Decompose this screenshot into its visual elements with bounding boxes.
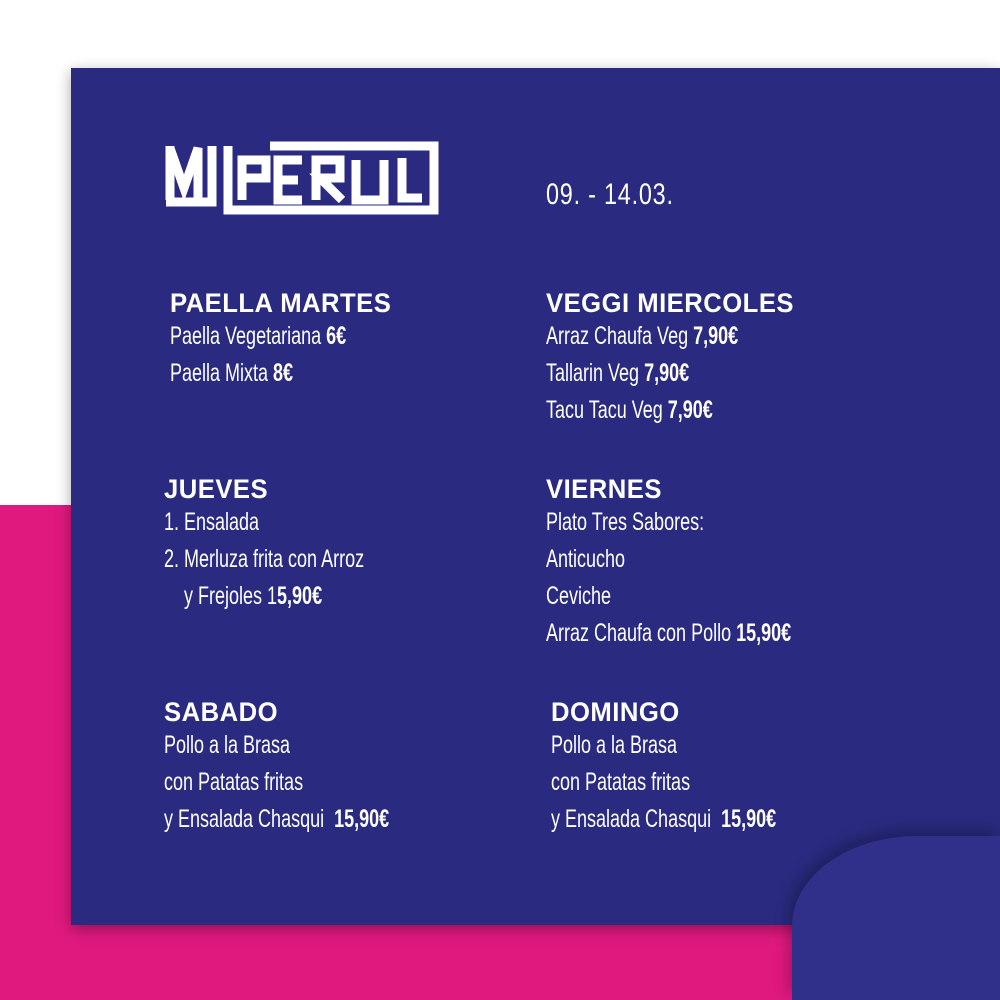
decorative-blob — [792, 836, 1000, 1000]
menu-item: Paella Mixta 8€ — [170, 359, 294, 387]
section-title: JUEVES — [164, 474, 269, 504]
menu-item: Plato Tres Sabores: — [546, 508, 705, 536]
menu-item: Arraz Chaufa con Pollo 15,90€ — [546, 619, 792, 647]
menu-item: Ceviche — [546, 582, 612, 610]
menu-item: con Patatas fritas — [164, 768, 304, 796]
date-range: 09. - 14.03. — [546, 178, 674, 211]
menu-item: 2. Merluza frita con Arroz — [164, 545, 365, 573]
section-sabado: SABADO Pollo a la Brasa con Patatas frit… — [164, 697, 477, 838]
section-veggi-miercoles: VEGGI MIERCOLES Arraz Chaufa Veg 7,90€ T… — [546, 288, 813, 429]
menu-item: Pollo a la Brasa — [164, 731, 291, 759]
section-title: SABADO — [164, 697, 279, 727]
section-jueves: JUEVES 1. Ensalada 2. Merluza frita con … — [164, 474, 442, 615]
menu-item: y Ensalada Chasqui 15,90€ — [551, 805, 777, 833]
menu-item: con Patatas fritas — [551, 768, 691, 796]
menu-item: 1. Ensalada — [164, 508, 260, 536]
menu-item: Anticucho — [546, 545, 626, 573]
section-title: PAELLA MARTES — [170, 288, 392, 318]
section-title: DOMINGO — [551, 697, 680, 727]
menu-item: Pollo a la Brasa — [551, 731, 678, 759]
menu-item: y Frejoles 15,90€ — [164, 582, 323, 610]
menu-item: Paella Vegetariana 6€ — [170, 322, 347, 350]
section-domingo: DOMINGO Pollo a la Brasa con Patatas fri… — [551, 697, 864, 838]
mi-peru-logo — [165, 141, 439, 215]
menu-item: Tallarin Veg 7,90€ — [546, 359, 690, 387]
menu-item: Arraz Chaufa Veg 7,90€ — [546, 322, 739, 350]
section-title: VIERNES — [546, 474, 662, 504]
menu-item: Tacu Tacu Veg 7,90€ — [546, 396, 713, 424]
section-paella-martes: PAELLA MARTES Paella Vegetariana 6€ Pael… — [170, 288, 415, 392]
section-viernes: VIERNES Plato Tres Sabores: Anticucho Ce… — [546, 474, 887, 652]
section-title: VEGGI MIERCOLES — [546, 288, 794, 318]
menu-item: y Ensalada Chasqui 15,90€ — [164, 805, 390, 833]
